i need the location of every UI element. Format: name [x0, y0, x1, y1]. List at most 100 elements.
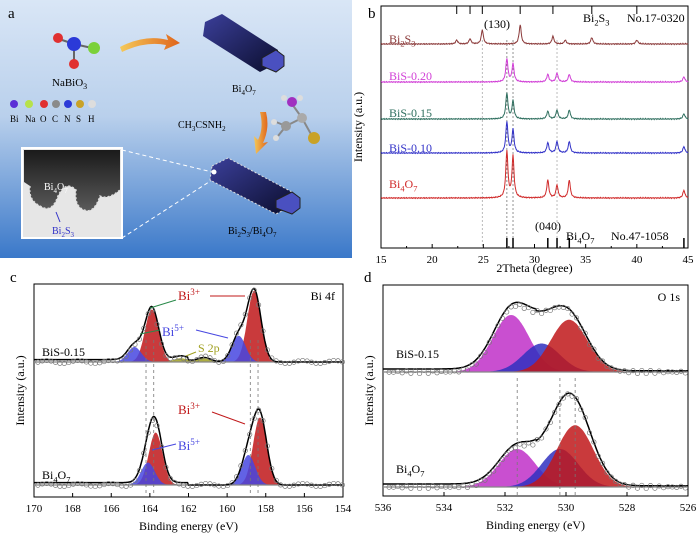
- bi5-pointer-green: [139, 329, 161, 335]
- data-point: [626, 484, 632, 490]
- data-point: [229, 480, 235, 486]
- data-point: [251, 415, 257, 422]
- data-point: [238, 322, 244, 328]
- data-point: [578, 407, 584, 413]
- data-point: [412, 367, 418, 374]
- data-point: [560, 395, 566, 401]
- data-point: [256, 302, 262, 308]
- reference-bi2s3-card: No.17-0320: [627, 11, 685, 25]
- x-axis-label: Binding energy (eV): [139, 519, 238, 533]
- data-point: [639, 482, 645, 488]
- data-point: [517, 301, 523, 307]
- data-point: [180, 356, 187, 362]
- data-point: [634, 370, 641, 376]
- data-point: [211, 357, 217, 364]
- sample-label-1: Bi4O7: [42, 468, 70, 485]
- data-point: [682, 370, 688, 376]
- fit-component-1-0: [34, 417, 343, 485]
- data-point: [225, 482, 231, 489]
- legend-label-na: Na: [25, 114, 36, 124]
- data-point: [521, 305, 527, 311]
- data-point: [613, 478, 619, 484]
- data-point: [586, 430, 593, 436]
- data-point: [269, 355, 275, 361]
- data-point: [491, 468, 497, 474]
- data-point: [565, 391, 571, 397]
- legend-label-h: H: [88, 114, 95, 124]
- data-point: [141, 450, 147, 456]
- data-point: [150, 307, 156, 313]
- annotation-130: (130): [484, 17, 510, 31]
- data-point: [278, 482, 284, 488]
- data-point: [176, 481, 182, 487]
- panel-c-xps-bi4f-chart: c 170 168 166 164 162 160 158 156 154 Binding ene…: [10, 270, 352, 533]
- data-point: [647, 368, 654, 374]
- data-point: [569, 311, 575, 317]
- data-point: [150, 417, 156, 423]
- legend-label-c: C: [52, 114, 58, 124]
- x-tick-label: 536: [375, 502, 392, 514]
- x-tick-label: 526: [680, 502, 697, 514]
- data-point: [136, 467, 142, 474]
- data-point: [438, 368, 444, 374]
- arrow-right-icon: [120, 34, 180, 52]
- data-point: [132, 478, 138, 484]
- annotation-040: (040): [535, 219, 561, 233]
- data-point: [264, 347, 270, 353]
- panel-a-letter: a: [8, 6, 15, 22]
- data-point: [634, 485, 641, 491]
- y-axis-label: Intensity (a.u.): [362, 355, 376, 425]
- panel-d-xps-o1s-chart: d 536 534 532 530 528 526 Binding energy (eV) I…: [362, 270, 697, 532]
- fit-component-0-1: [383, 343, 688, 372]
- data-point: [643, 485, 649, 492]
- data-point: [269, 465, 275, 472]
- panel-b-letter: b: [368, 6, 376, 22]
- data-point: [639, 367, 645, 374]
- envelope-line: [34, 287, 342, 363]
- y-axis-label: Intensity (a.u.): [351, 92, 365, 162]
- bi3-pointer-red-bottom: [211, 411, 246, 425]
- x-axis-label: Binding energy (eV): [486, 518, 585, 532]
- data-point: [339, 359, 345, 365]
- data-point: [66, 359, 72, 366]
- data-point: [504, 451, 510, 457]
- data-point: [473, 361, 479, 367]
- data-point: [464, 484, 471, 490]
- data-point: [495, 323, 501, 329]
- x-tick-label: 528: [619, 502, 636, 514]
- data-point: [220, 358, 226, 364]
- xrd-series-bi4o7: [380, 149, 689, 200]
- x-tick-label: 530: [558, 502, 575, 514]
- tem-image: Bi4O7 Bi2S3: [21, 147, 123, 239]
- bi2s3-bi4o7-rod-icon: [209, 157, 301, 215]
- data-point: [547, 307, 553, 314]
- data-point: [403, 483, 410, 489]
- data-point: [525, 440, 532, 446]
- data-point: [242, 311, 248, 317]
- fit-component-1-2: [34, 455, 343, 485]
- xrd-series-bis-0.15: [380, 92, 689, 121]
- data-point: [534, 308, 540, 314]
- series-label-bis-0.15: BiS-0.15: [389, 106, 432, 120]
- data-point: [578, 325, 584, 331]
- data-point: [154, 423, 160, 429]
- data-point: [408, 370, 414, 376]
- legend-dot-s: [76, 100, 84, 108]
- bi3-plus-label-bottom: Bi3+: [178, 401, 200, 417]
- data-point: [163, 353, 169, 359]
- panel-b-xrd-chart: b 15 20 25 30 35 40 45 2Theta (degree) Intensity…: [351, 5, 694, 275]
- x-tick-label: 25: [478, 254, 490, 266]
- bi4o7-rod-icon: [203, 14, 285, 73]
- data-point: [582, 415, 588, 421]
- s2p-label: S 2p: [198, 341, 220, 355]
- data-point: [539, 310, 545, 317]
- data-point: [260, 328, 266, 334]
- x-tick-label: 534: [436, 502, 453, 514]
- panel-a: a NaBiO3 Bi4O7 Bi Na O C N S H: [0, 0, 352, 258]
- data-point: [141, 325, 147, 331]
- data-point: [412, 482, 418, 489]
- legend-dot-n: [64, 100, 72, 108]
- s2p-pointer: [185, 351, 197, 357]
- data-point: [339, 482, 345, 488]
- data-point: [158, 341, 165, 347]
